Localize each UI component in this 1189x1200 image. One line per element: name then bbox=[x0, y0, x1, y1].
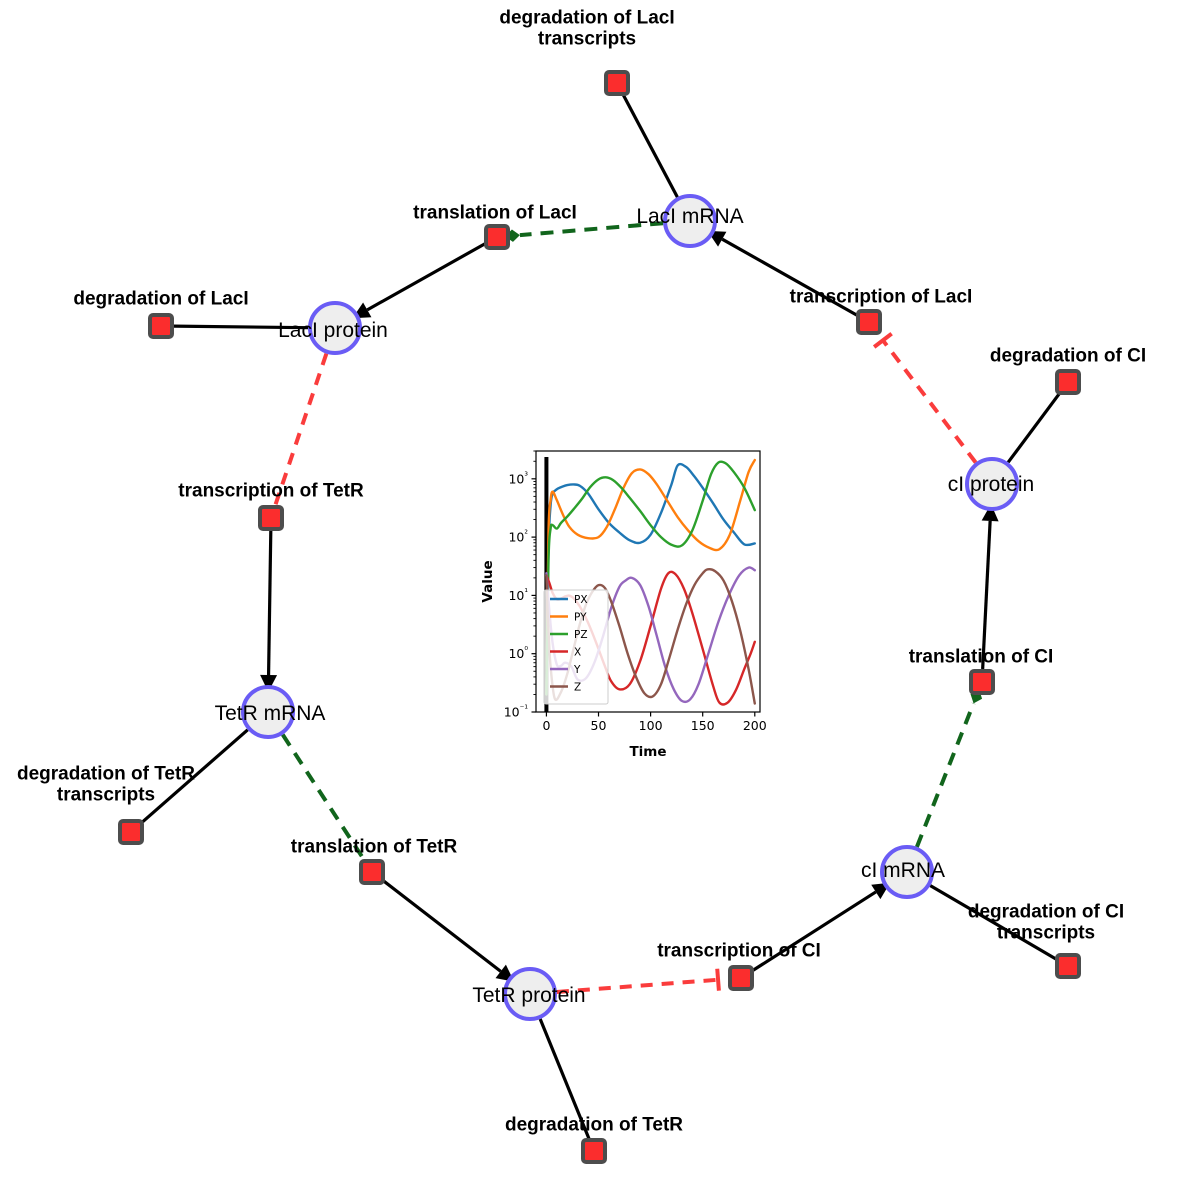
species-node-tetr_mrna[interactable] bbox=[241, 685, 295, 739]
edge-consumption bbox=[173, 324, 309, 330]
reaction-node-transcription_laci[interactable] bbox=[856, 309, 882, 335]
y-tick-label: 10³ bbox=[508, 471, 528, 486]
legend-label-PZ: PZ bbox=[574, 629, 588, 641]
reaction-node-deg_tetr_transcripts[interactable] bbox=[118, 819, 144, 845]
edge-modifier bbox=[519, 221, 664, 238]
reaction-node-translation_laci[interactable] bbox=[484, 224, 510, 250]
species-circle[interactable] bbox=[308, 301, 362, 355]
reaction-node-translation_tetr[interactable] bbox=[359, 859, 385, 885]
legend-label-Y: Y bbox=[573, 664, 581, 676]
edge-production bbox=[381, 878, 502, 973]
species-node-ci_protein[interactable] bbox=[965, 457, 1019, 511]
edge-modifier bbox=[281, 733, 367, 863]
species-circle[interactable] bbox=[241, 685, 295, 739]
x-axis-label: Time bbox=[629, 744, 666, 760]
reaction-square[interactable] bbox=[604, 70, 630, 96]
reaction-node-deg_laci[interactable] bbox=[148, 313, 174, 339]
species-circle[interactable] bbox=[503, 967, 557, 1021]
edge-consumption bbox=[538, 1018, 591, 1140]
species-circle[interactable] bbox=[880, 845, 934, 899]
edge-consumption bbox=[1006, 391, 1062, 464]
reaction-square[interactable] bbox=[484, 224, 510, 250]
reaction-node-deg_ci[interactable] bbox=[1055, 369, 1081, 395]
reaction-square[interactable] bbox=[1055, 953, 1081, 979]
edge-consumption bbox=[139, 728, 249, 825]
arrowhead-inhibition-bar bbox=[715, 968, 721, 991]
reaction-square[interactable] bbox=[118, 819, 144, 845]
species-node-tetr_protein[interactable] bbox=[503, 967, 557, 1021]
reaction-square[interactable] bbox=[359, 859, 385, 885]
reaction-square[interactable] bbox=[728, 965, 754, 991]
edge-production bbox=[721, 237, 859, 318]
reaction-node-deg_laci_transcripts[interactable] bbox=[604, 70, 630, 96]
x-tick-label: 200 bbox=[743, 718, 767, 733]
edge-production bbox=[266, 530, 273, 676]
reaction-square[interactable] bbox=[258, 505, 284, 531]
arrowhead-triangle bbox=[981, 503, 999, 522]
x-tick-label: 100 bbox=[639, 718, 663, 733]
edge-consumption bbox=[621, 93, 679, 198]
legend-label-X: X bbox=[574, 647, 581, 659]
arrowhead-inhibition-bar bbox=[872, 332, 893, 349]
edge-production bbox=[751, 890, 877, 973]
legend-label-PY: PY bbox=[574, 612, 587, 624]
reaction-node-translation_ci[interactable] bbox=[969, 669, 995, 695]
reaction-node-transcription_tetr[interactable] bbox=[258, 505, 284, 531]
species-circle[interactable] bbox=[965, 457, 1019, 511]
arrowhead-triangle bbox=[260, 674, 278, 693]
series-line-PX bbox=[545, 462, 756, 696]
series-line-PY bbox=[545, 458, 756, 696]
y-tick-label: 10¹ bbox=[508, 588, 528, 603]
species-node-ci_mrna[interactable] bbox=[880, 845, 934, 899]
species-node-laci_protein[interactable] bbox=[308, 301, 362, 355]
reaction-square[interactable] bbox=[581, 1138, 607, 1164]
x-tick-label: 50 bbox=[591, 718, 607, 733]
reaction-square[interactable] bbox=[969, 669, 995, 695]
chart-legend: PX PY PZ XYZ bbox=[543, 589, 609, 705]
edge-production bbox=[981, 520, 992, 670]
legend-box bbox=[543, 589, 609, 705]
edge-modifier bbox=[915, 702, 976, 848]
edge-inhibition bbox=[881, 339, 978, 464]
legend-label-Z: Z bbox=[574, 682, 581, 694]
y-tick-label: 10⁻¹ bbox=[504, 705, 529, 720]
reaction-square[interactable] bbox=[856, 309, 882, 335]
timecourse-plot-inset: 0 50 100 150 200 10⁻¹ 10⁰ 10¹ 10² 10³ Time Value PX P… bbox=[478, 441, 770, 764]
reaction-square[interactable] bbox=[1055, 369, 1081, 395]
x-tick-label: 150 bbox=[691, 718, 715, 733]
legend-label-PX: PX bbox=[574, 594, 588, 606]
reaction-node-transcription_ci[interactable] bbox=[728, 965, 754, 991]
y-axis-label: Value bbox=[480, 560, 496, 602]
x-tick-label: 0 bbox=[542, 718, 550, 733]
species-node-laci_mrna[interactable] bbox=[663, 194, 717, 248]
edge-production bbox=[366, 241, 487, 312]
edge-inhibition bbox=[556, 977, 719, 994]
reaction-node-deg_tetr[interactable] bbox=[581, 1138, 607, 1164]
edge-inhibition bbox=[273, 352, 329, 507]
edge-consumption bbox=[929, 884, 1058, 961]
reaction-square[interactable] bbox=[148, 313, 174, 339]
series-line-PZ bbox=[545, 460, 756, 696]
y-tick-label: 10² bbox=[508, 530, 528, 545]
y-tick-label: 10⁰ bbox=[508, 646, 528, 661]
species-circle[interactable] bbox=[663, 194, 717, 248]
reaction-node-deg_ci_transcripts[interactable] bbox=[1055, 953, 1081, 979]
